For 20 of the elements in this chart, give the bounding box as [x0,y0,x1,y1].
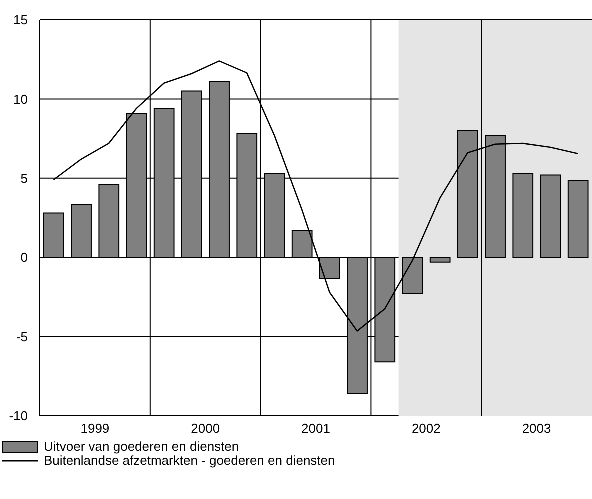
x-tick-label: 2003 [522,421,552,436]
bar [540,174,562,258]
y-tick-label: 0 [20,250,28,266]
y-tick-label: -5 [16,329,28,344]
x-tick-label: 2001 [302,421,330,436]
bar [430,257,451,263]
bar [512,173,534,258]
x-tick-label: 2002 [412,421,441,436]
y-tick-label: 10 [14,92,28,107]
bar [485,135,506,258]
x-tick-label: 2000 [191,421,220,436]
y-tick-label: 5 [20,171,28,186]
bar [458,130,478,258]
x-tick-label: 1999 [80,421,110,436]
y-tick-label: 15 [14,12,28,28]
legend-label: Uitvoer van goederen en diensten [44,439,240,454]
legend-label: Buitenlandse afzetmarkten - goederen en diensten [44,453,336,468]
bar [568,180,589,258]
bar [402,257,424,295]
y-tick-label: -10 [9,408,28,424]
